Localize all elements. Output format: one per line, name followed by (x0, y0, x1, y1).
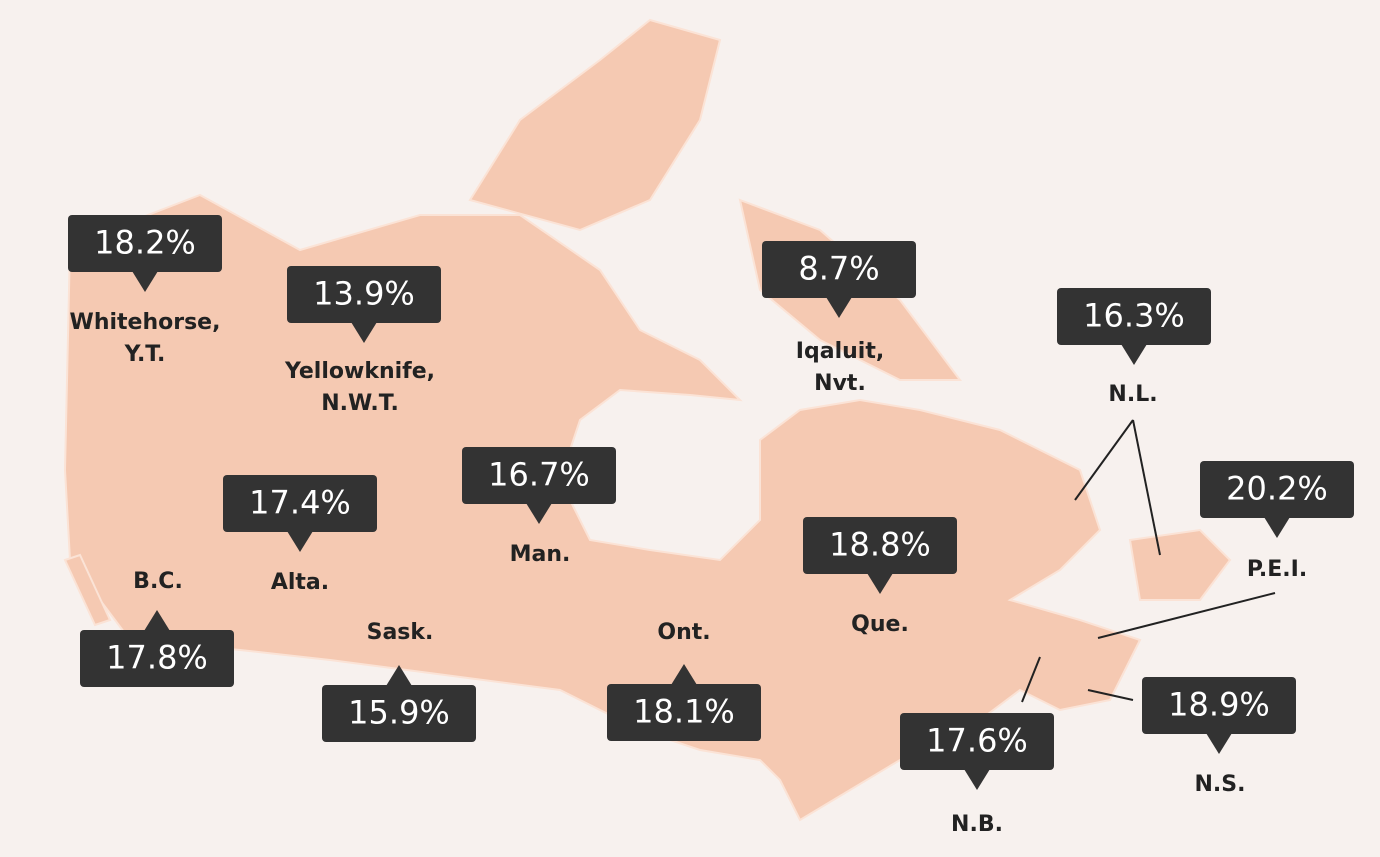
callout-box (1142, 677, 1296, 734)
newfoundland (1128, 528, 1232, 601)
callout-box (900, 713, 1054, 770)
region-value: 13.9% (313, 275, 415, 313)
region-value: 17.6% (926, 722, 1028, 760)
region-name: Sask. (367, 620, 434, 645)
region-value: 15.9% (348, 694, 450, 732)
leader-line (1097, 592, 1276, 639)
callout-pointer (867, 573, 893, 594)
landmass (63, 18, 1232, 822)
callout-box (287, 266, 441, 323)
region-name: Yellowknife, (284, 359, 435, 384)
region-value: 18.2% (94, 224, 196, 262)
region-name: Y.T. (124, 342, 166, 367)
region-value: 18.1% (633, 693, 735, 731)
callout-pointer (351, 322, 377, 343)
callout-box (322, 685, 476, 742)
leader-line (1132, 419, 1161, 556)
region-name: Whitehorse, (70, 310, 221, 335)
region-value: 8.7% (798, 250, 879, 288)
vancouver-island (63, 553, 112, 627)
region-name: N.S. (1195, 772, 1246, 797)
callout-box (607, 684, 761, 741)
region-value: 20.2% (1226, 470, 1328, 508)
callout-box (68, 215, 222, 272)
region-name: Nvt. (814, 371, 866, 396)
leader-line (1074, 419, 1134, 501)
region-name: B.C. (133, 569, 183, 594)
callout-box (1200, 461, 1354, 518)
region-value: 17.4% (249, 484, 351, 522)
region-name: N.L. (1108, 382, 1157, 407)
region-value: 18.9% (1168, 686, 1270, 724)
callout-pointer (144, 610, 170, 631)
callout-box (762, 241, 916, 298)
callout-pointer (1206, 733, 1232, 754)
callout-pointer (132, 271, 158, 292)
callout-pointer (386, 665, 412, 686)
region-name: Man. (510, 542, 571, 567)
callout-box (80, 630, 234, 687)
leader-line (1021, 656, 1041, 703)
region-value: 18.8% (829, 526, 931, 564)
callout-pointer (826, 297, 852, 318)
callout-box (803, 517, 957, 574)
region-name: Ont. (657, 620, 710, 645)
callout-pointer (964, 769, 990, 790)
region-name: N.B. (951, 812, 1003, 837)
region-name: P.E.I. (1247, 557, 1307, 582)
region-name: Que. (851, 612, 909, 637)
callout-pointer (526, 503, 552, 524)
callout-pointer (1264, 517, 1290, 538)
leader-line (1087, 689, 1134, 701)
region-value: 16.7% (488, 456, 590, 494)
callout-pointer (671, 664, 697, 685)
region-value: 16.3% (1083, 297, 1185, 335)
arctic-islands (468, 18, 722, 232)
callout-box (223, 475, 377, 532)
callout-pointer (1121, 344, 1147, 365)
callout-pointer (287, 531, 313, 552)
region-name: N.W.T. (321, 391, 399, 416)
region-name: Iqaluit, (796, 339, 884, 364)
region-value: 17.8% (106, 639, 208, 677)
callout-box (1057, 288, 1211, 345)
leader-lines (1021, 419, 1276, 703)
region-name: Alta. (271, 570, 329, 595)
callout-box (462, 447, 616, 504)
